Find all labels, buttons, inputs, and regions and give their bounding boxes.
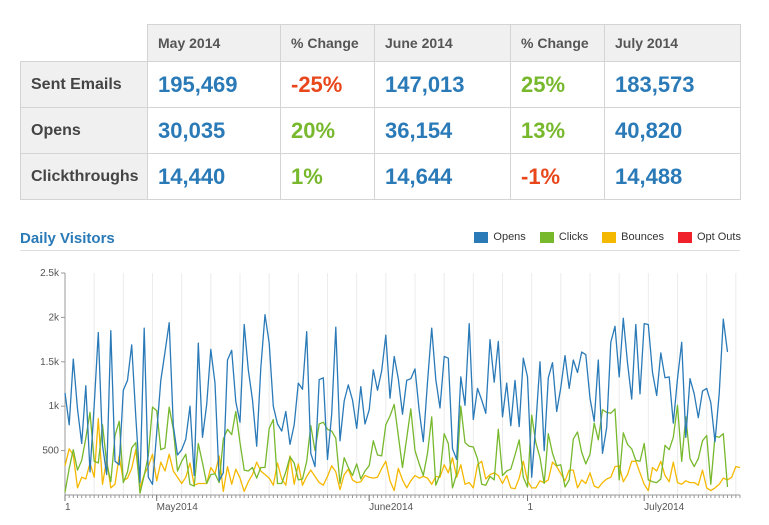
y-tick-label: 2k bbox=[48, 312, 60, 323]
legend-swatch bbox=[602, 231, 617, 243]
series-line-clicks bbox=[64, 403, 729, 494]
stats-table: May 2014 % Change June 2014 % Change Jul… bbox=[20, 24, 741, 200]
col-header-june: June 2014 bbox=[374, 24, 511, 62]
table-row-opens: Opens 30,035 20% 36,154 13% 40,820 bbox=[20, 107, 741, 154]
cell-change: 25% bbox=[510, 61, 605, 108]
row-label: Sent Emails bbox=[20, 61, 148, 108]
daily-visitors-chart: 500 1k 1.5k 2k 2.5k 1 May2014 June2014 1 July2014 bbox=[40, 268, 741, 513]
cell-value: 14,644 bbox=[374, 153, 511, 200]
legend-swatch bbox=[539, 231, 554, 243]
series-line-bounces bbox=[64, 417, 741, 493]
cell-value: 183,573 bbox=[604, 61, 741, 108]
chart-title-divider bbox=[20, 250, 740, 251]
cell-change: 1% bbox=[280, 153, 375, 200]
col-header-may: May 2014 bbox=[147, 24, 281, 62]
row-label: Clickthroughs bbox=[20, 153, 148, 200]
legend-label: Opens bbox=[493, 231, 526, 243]
cell-change: 13% bbox=[510, 107, 605, 154]
y-tick-label: 1k bbox=[48, 401, 60, 412]
legend-item-opt-outs[interactable]: Opt Outs bbox=[677, 231, 741, 243]
cell-change: -25% bbox=[280, 61, 375, 108]
cell-change: 20% bbox=[280, 107, 375, 154]
y-tick-label: 2.5k bbox=[40, 268, 60, 279]
cell-change: -1% bbox=[510, 153, 605, 200]
table-corner bbox=[20, 24, 148, 62]
x-tick-label: July2014 bbox=[644, 502, 684, 513]
cell-value: 40,820 bbox=[604, 107, 741, 154]
cell-value: 195,469 bbox=[147, 61, 281, 108]
legend-label: Opt Outs bbox=[696, 231, 741, 243]
legend-item-bounces[interactable]: Bounces bbox=[602, 231, 664, 243]
col-header-july: July 2014 bbox=[604, 24, 741, 62]
legend-label: Bounces bbox=[621, 231, 664, 243]
cell-value: 14,440 bbox=[147, 153, 281, 200]
legend-label: Clicks bbox=[558, 231, 589, 243]
x-tick-label: May2014 bbox=[157, 502, 199, 513]
legend-swatch bbox=[677, 231, 692, 243]
col-header-change-2: % Change bbox=[510, 24, 605, 62]
col-header-change-1: % Change bbox=[280, 24, 375, 62]
table-header-row: May 2014 % Change June 2014 % Change Jul… bbox=[20, 24, 741, 62]
table-row-sent-emails: Sent Emails 195,469 -25% 147,013 25% 183… bbox=[20, 61, 741, 108]
cell-value: 36,154 bbox=[374, 107, 511, 154]
y-tick-label: 500 bbox=[42, 446, 59, 457]
cell-value: 147,013 bbox=[374, 61, 511, 108]
x-tick-label: 1 bbox=[65, 502, 71, 513]
legend-item-clicks[interactable]: Clicks bbox=[539, 231, 589, 243]
cell-value: 14,488 bbox=[604, 153, 741, 200]
y-tick-label: 1.5k bbox=[40, 357, 60, 368]
legend-item-opens[interactable]: Opens bbox=[474, 231, 526, 243]
series-line-opens bbox=[64, 314, 729, 485]
row-label: Opens bbox=[20, 107, 148, 154]
x-tick-label: June2014 bbox=[369, 502, 413, 513]
x-tick-label: 1 bbox=[528, 502, 534, 513]
table-row-clickthroughs: Clickthroughs 14,440 1% 14,644 -1% 14,48… bbox=[20, 153, 741, 200]
chart-title: Daily Visitors bbox=[20, 230, 115, 247]
legend-swatch bbox=[474, 231, 489, 243]
cell-value: 30,035 bbox=[147, 107, 281, 154]
chart-legend: Opens Clicks Bounces Opt Outs bbox=[474, 231, 741, 243]
